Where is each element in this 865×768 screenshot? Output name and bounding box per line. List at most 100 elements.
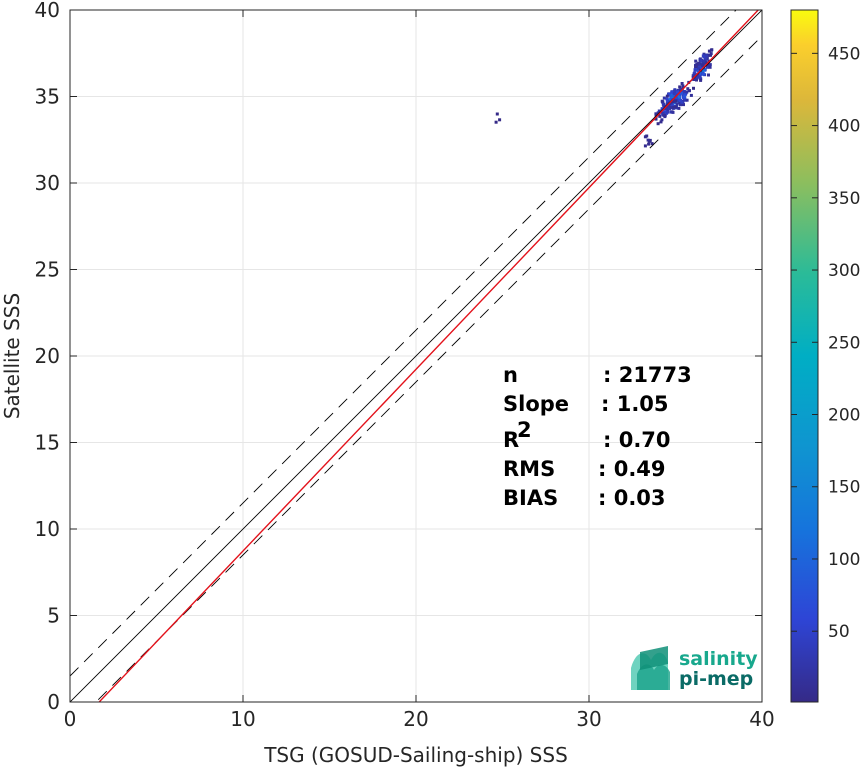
density-cell xyxy=(702,52,706,56)
x-tick-label: 20 xyxy=(403,707,428,731)
density-cell xyxy=(670,90,674,94)
density-cell xyxy=(706,65,709,69)
density-cell xyxy=(658,114,662,118)
identity-line xyxy=(70,10,762,702)
density-cell xyxy=(676,90,680,94)
density-cell xyxy=(673,105,677,109)
density-cell xyxy=(666,110,670,114)
density-cell xyxy=(646,138,650,142)
density-cell xyxy=(669,106,673,110)
density-cell xyxy=(703,60,707,64)
density-cell xyxy=(707,53,711,57)
density-cell xyxy=(700,59,704,63)
density-cell xyxy=(674,99,678,103)
density-cell xyxy=(684,91,688,95)
colorbar-tick-label: 150 xyxy=(828,478,860,498)
density-cell xyxy=(693,68,697,72)
colorbar-tick-label: 100 xyxy=(828,550,860,570)
density-cell xyxy=(671,99,675,103)
y-tick-label: 10 xyxy=(35,517,60,541)
density-cell xyxy=(709,48,713,52)
density-cell xyxy=(680,91,684,95)
x-tick-label: 10 xyxy=(230,707,255,731)
colorbar-tick-label: 400 xyxy=(828,117,860,137)
density-cell xyxy=(702,55,706,59)
density-cell xyxy=(697,64,701,68)
colorbar-tick-label: 300 xyxy=(828,261,860,281)
density-cell xyxy=(670,94,674,98)
density-cell xyxy=(661,102,665,106)
density-cell xyxy=(681,102,685,106)
density-cell xyxy=(662,96,666,100)
density-cell xyxy=(678,101,682,105)
stat-value: : 0.49 xyxy=(598,457,666,481)
density-cell xyxy=(677,95,681,99)
x-axis-ticks: 0 10 20 30 40 xyxy=(64,10,775,731)
density-cell xyxy=(664,110,668,114)
density-cell xyxy=(680,82,684,85)
density-cell xyxy=(665,97,669,101)
stat-label: BIAS xyxy=(503,486,558,510)
density-cell xyxy=(695,78,698,82)
density-cell xyxy=(681,84,685,88)
density-cell xyxy=(671,105,675,109)
density-cell xyxy=(676,97,680,101)
density-cell xyxy=(650,142,654,146)
colorbar-tick-label: 250 xyxy=(828,333,860,353)
x-tick-label: 30 xyxy=(576,707,601,731)
stats-annotation: n: 21773 Slope: 1.05 R2: 0.70 RMS: 0.49 BIAS… xyxy=(503,363,692,510)
density-cell xyxy=(691,74,695,78)
density-cell xyxy=(695,62,699,66)
density-cell xyxy=(708,65,712,69)
y-tick-label: 30 xyxy=(35,171,60,195)
density-cell xyxy=(668,93,672,97)
stat-value: : 21773 xyxy=(603,363,692,387)
density-cell xyxy=(660,99,664,103)
y-tick-label: 20 xyxy=(35,344,60,368)
lower-bound-line xyxy=(95,35,762,702)
density-cell xyxy=(662,110,666,114)
density-cell xyxy=(695,66,699,70)
density-cell xyxy=(679,99,682,102)
density-cell xyxy=(666,108,669,111)
density-cell xyxy=(701,63,704,67)
x-tick-label: 40 xyxy=(749,707,774,731)
regression-fit-line xyxy=(98,10,760,702)
density-cell xyxy=(643,144,647,148)
stat-label: RMS xyxy=(503,457,555,481)
density-cell xyxy=(692,86,695,90)
density-cell xyxy=(696,69,700,73)
y-tick-label: 0 xyxy=(47,690,60,714)
colorbar-tick-label: 350 xyxy=(828,189,860,209)
density-cell xyxy=(685,98,689,102)
density-cell xyxy=(687,89,691,93)
density-cell xyxy=(694,59,698,63)
stat-label: R xyxy=(503,428,519,452)
density-cell xyxy=(702,59,706,63)
density-cell xyxy=(683,93,687,97)
density-cell xyxy=(662,113,666,117)
y-tick-label: 25 xyxy=(35,258,60,282)
density-cell xyxy=(707,49,711,53)
density-cell xyxy=(677,106,681,110)
y-tick-label: 15 xyxy=(35,431,60,455)
logo-text-salinity: salinity xyxy=(679,648,758,670)
density-cell xyxy=(707,73,710,77)
density-cell xyxy=(682,90,686,93)
density-cell xyxy=(698,75,702,79)
density-cell xyxy=(654,112,658,116)
density-cell xyxy=(670,103,674,106)
stat-label-superscript: 2 xyxy=(517,418,532,442)
density-cell xyxy=(682,94,686,98)
density-cell xyxy=(679,88,683,92)
density-cell xyxy=(708,63,712,67)
density-cell xyxy=(693,71,697,75)
x-axis-label: TSG (GOSUD-Sailing-ship) SSS xyxy=(263,743,568,767)
density-cell xyxy=(657,109,661,113)
colorbar xyxy=(790,9,819,703)
density-cell xyxy=(666,105,670,109)
density-cell xyxy=(709,52,713,56)
density-cell xyxy=(667,100,671,104)
density-cell xyxy=(674,92,678,96)
